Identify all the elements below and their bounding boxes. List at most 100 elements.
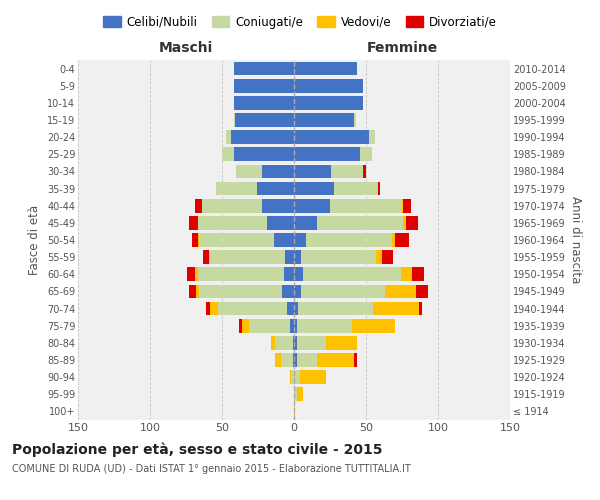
Bar xyxy=(294,233,305,247)
Bar xyxy=(294,404,295,418)
Bar xyxy=(274,233,294,247)
Bar xyxy=(395,233,409,247)
Bar xyxy=(262,199,294,212)
Bar xyxy=(250,319,290,332)
Bar xyxy=(392,233,395,247)
Bar xyxy=(419,302,422,316)
Bar xyxy=(197,233,199,247)
Bar xyxy=(192,233,197,247)
Bar xyxy=(300,370,326,384)
Bar xyxy=(286,250,294,264)
Bar xyxy=(382,250,394,264)
Bar xyxy=(222,148,233,161)
Bar xyxy=(294,216,317,230)
Bar xyxy=(326,336,358,349)
Bar xyxy=(373,302,419,316)
Bar xyxy=(331,164,363,178)
Bar xyxy=(293,336,294,349)
Bar xyxy=(290,370,291,384)
Bar xyxy=(297,388,302,401)
Bar xyxy=(239,319,242,332)
Bar xyxy=(203,250,209,264)
Bar xyxy=(355,113,356,127)
Bar xyxy=(402,199,403,212)
Bar xyxy=(401,268,412,281)
Bar xyxy=(385,284,416,298)
Bar xyxy=(197,216,266,230)
Bar xyxy=(334,182,377,196)
Text: Femmine: Femmine xyxy=(367,41,437,55)
Bar xyxy=(293,353,294,367)
Bar xyxy=(297,319,352,332)
Bar xyxy=(294,96,363,110)
Bar xyxy=(233,62,294,76)
Y-axis label: Fasce di età: Fasce di età xyxy=(28,205,41,275)
Bar xyxy=(294,148,360,161)
Bar xyxy=(294,353,297,367)
Bar xyxy=(189,216,197,230)
Text: COMUNE DI RUDA (UD) - Dati ISTAT 1° gennaio 2015 - Elaborazione TUTTITALIA.IT: COMUNE DI RUDA (UD) - Dati ISTAT 1° genn… xyxy=(12,464,411,474)
Bar xyxy=(298,302,373,316)
Bar xyxy=(294,336,297,349)
Bar xyxy=(187,268,194,281)
Bar xyxy=(294,268,302,281)
Bar xyxy=(355,353,358,367)
Bar xyxy=(301,250,376,264)
Bar xyxy=(294,199,330,212)
Bar xyxy=(294,319,297,332)
Bar xyxy=(294,130,369,144)
Bar xyxy=(209,250,211,264)
Legend: Celibi/Nubili, Coniugati/e, Vedovi/e, Divorziati/e: Celibi/Nubili, Coniugati/e, Vedovi/e, Di… xyxy=(98,11,502,34)
Bar xyxy=(297,353,317,367)
Bar xyxy=(317,353,355,367)
Bar xyxy=(233,113,235,127)
Bar xyxy=(189,284,196,298)
Bar xyxy=(218,302,287,316)
Bar xyxy=(226,130,230,144)
Bar xyxy=(294,164,331,178)
Bar xyxy=(281,353,293,367)
Text: Maschi: Maschi xyxy=(159,41,213,55)
Bar xyxy=(403,216,406,230)
Bar xyxy=(211,302,218,316)
Bar xyxy=(271,336,275,349)
Bar xyxy=(317,216,403,230)
Bar xyxy=(233,148,294,161)
Bar xyxy=(294,62,358,76)
Bar xyxy=(294,79,363,92)
Bar xyxy=(294,302,298,316)
Bar xyxy=(416,284,428,298)
Bar xyxy=(283,284,294,298)
Bar xyxy=(297,336,326,349)
Bar xyxy=(412,268,424,281)
Bar xyxy=(294,388,297,401)
Bar xyxy=(287,302,294,316)
Bar xyxy=(199,284,283,298)
Bar xyxy=(262,164,294,178)
Bar xyxy=(294,250,301,264)
Bar xyxy=(216,182,257,196)
Bar xyxy=(194,199,202,212)
Bar xyxy=(233,79,294,92)
Bar xyxy=(199,233,274,247)
Bar xyxy=(291,370,294,384)
Bar xyxy=(230,130,294,144)
Bar xyxy=(235,113,294,127)
Bar xyxy=(197,268,284,281)
Bar xyxy=(406,216,418,230)
Y-axis label: Anni di nascita: Anni di nascita xyxy=(569,196,583,284)
Bar xyxy=(294,370,300,384)
Bar xyxy=(202,199,262,212)
Bar xyxy=(403,199,410,212)
Bar xyxy=(352,319,395,332)
Bar xyxy=(206,302,211,316)
Bar xyxy=(363,164,366,178)
Bar xyxy=(233,96,294,110)
Bar xyxy=(257,182,294,196)
Bar xyxy=(294,182,334,196)
Bar xyxy=(196,284,199,298)
Bar xyxy=(275,353,281,367)
Bar xyxy=(290,319,294,332)
Bar xyxy=(305,233,392,247)
Bar xyxy=(236,164,262,178)
